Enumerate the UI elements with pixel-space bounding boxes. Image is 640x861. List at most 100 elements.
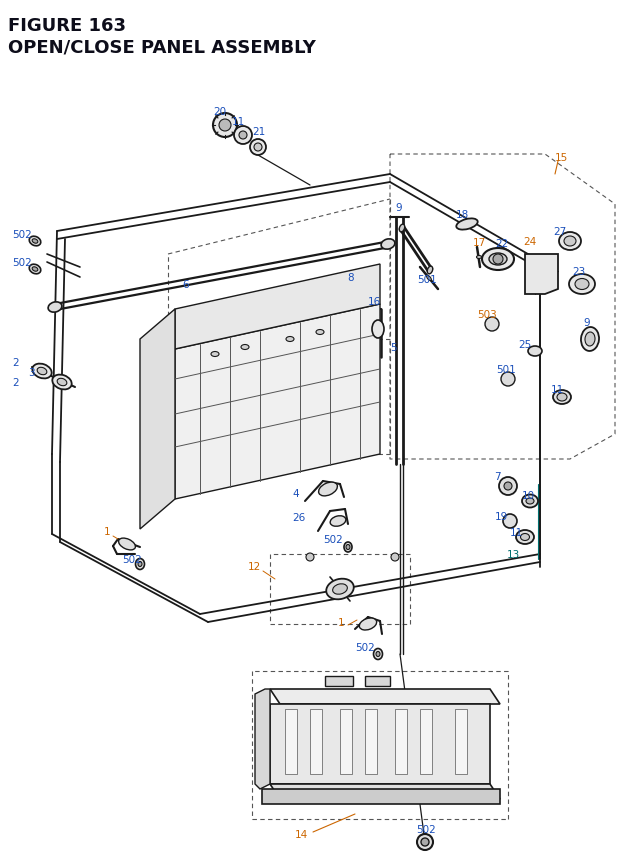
Text: 9: 9: [395, 202, 402, 213]
Bar: [365, 676, 390, 686]
Circle shape: [213, 114, 237, 138]
Text: 7: 7: [494, 472, 500, 481]
Bar: [420, 709, 432, 774]
Ellipse shape: [376, 652, 380, 657]
Ellipse shape: [569, 275, 595, 294]
Text: 22: 22: [495, 238, 508, 249]
Ellipse shape: [489, 254, 507, 266]
Circle shape: [499, 478, 517, 495]
Ellipse shape: [526, 499, 534, 505]
Bar: [340, 709, 352, 774]
Ellipse shape: [316, 330, 324, 335]
Bar: [325, 676, 353, 686]
Ellipse shape: [29, 265, 41, 275]
Ellipse shape: [118, 538, 136, 550]
Ellipse shape: [286, 338, 294, 342]
Text: 503: 503: [477, 310, 497, 319]
Ellipse shape: [37, 368, 47, 375]
Ellipse shape: [32, 268, 38, 272]
Ellipse shape: [344, 542, 352, 553]
Ellipse shape: [399, 225, 404, 232]
Text: 6: 6: [182, 280, 189, 289]
Ellipse shape: [557, 393, 567, 401]
Circle shape: [493, 255, 503, 264]
Text: 9: 9: [583, 318, 589, 328]
Ellipse shape: [520, 534, 529, 541]
Ellipse shape: [330, 516, 346, 527]
Bar: [395, 709, 407, 774]
Ellipse shape: [528, 347, 542, 356]
Ellipse shape: [241, 345, 249, 350]
Circle shape: [239, 132, 247, 139]
Text: 10: 10: [522, 491, 535, 500]
Text: 26: 26: [292, 512, 305, 523]
Ellipse shape: [381, 239, 395, 250]
Ellipse shape: [456, 220, 477, 231]
Ellipse shape: [48, 302, 62, 313]
Polygon shape: [255, 689, 270, 789]
Ellipse shape: [346, 545, 350, 550]
Ellipse shape: [581, 328, 599, 351]
Text: 3: 3: [28, 368, 35, 378]
Text: 20: 20: [213, 107, 226, 117]
Text: 27: 27: [553, 226, 566, 237]
Text: 5: 5: [390, 343, 397, 353]
Ellipse shape: [211, 352, 219, 357]
Text: 11: 11: [232, 117, 245, 127]
Circle shape: [417, 834, 433, 850]
Ellipse shape: [585, 332, 595, 347]
Ellipse shape: [559, 232, 581, 251]
Ellipse shape: [428, 267, 433, 275]
Ellipse shape: [575, 279, 589, 290]
Text: 502: 502: [323, 535, 343, 544]
Polygon shape: [140, 310, 175, 530]
Ellipse shape: [477, 257, 481, 259]
Polygon shape: [175, 264, 380, 350]
Text: 8: 8: [347, 273, 354, 282]
Ellipse shape: [136, 559, 145, 570]
Ellipse shape: [57, 379, 67, 387]
Ellipse shape: [427, 276, 431, 282]
Ellipse shape: [482, 249, 514, 270]
Text: 502: 502: [12, 257, 32, 268]
Circle shape: [250, 139, 266, 156]
Text: 11: 11: [551, 385, 564, 394]
Ellipse shape: [29, 237, 41, 246]
Ellipse shape: [32, 364, 52, 379]
Text: 25: 25: [518, 339, 531, 350]
Text: 1: 1: [338, 617, 344, 628]
Ellipse shape: [374, 648, 383, 660]
Text: 502: 502: [122, 554, 141, 564]
Ellipse shape: [52, 375, 72, 390]
Text: 1: 1: [104, 526, 111, 536]
Polygon shape: [270, 784, 500, 799]
Circle shape: [234, 127, 252, 145]
Circle shape: [421, 838, 429, 846]
Ellipse shape: [372, 320, 384, 338]
Circle shape: [306, 554, 314, 561]
Text: 2: 2: [12, 357, 19, 368]
Polygon shape: [175, 305, 380, 499]
Bar: [310, 709, 322, 774]
Polygon shape: [525, 255, 558, 294]
Polygon shape: [270, 704, 490, 784]
Text: 23: 23: [572, 267, 585, 276]
Text: 4: 4: [292, 488, 299, 499]
Circle shape: [254, 144, 262, 152]
Ellipse shape: [333, 584, 348, 594]
Ellipse shape: [553, 391, 571, 405]
Text: 17: 17: [473, 238, 486, 248]
Ellipse shape: [359, 618, 377, 630]
Polygon shape: [270, 689, 500, 704]
Text: 14: 14: [295, 829, 308, 839]
Text: 502: 502: [355, 642, 375, 653]
Text: 12: 12: [248, 561, 261, 572]
Ellipse shape: [138, 562, 142, 567]
Text: 16: 16: [368, 297, 381, 307]
Ellipse shape: [32, 239, 38, 244]
Ellipse shape: [326, 579, 354, 599]
Text: 24: 24: [523, 237, 536, 247]
Text: 501: 501: [496, 364, 516, 375]
Text: 15: 15: [555, 152, 568, 163]
Circle shape: [501, 373, 515, 387]
